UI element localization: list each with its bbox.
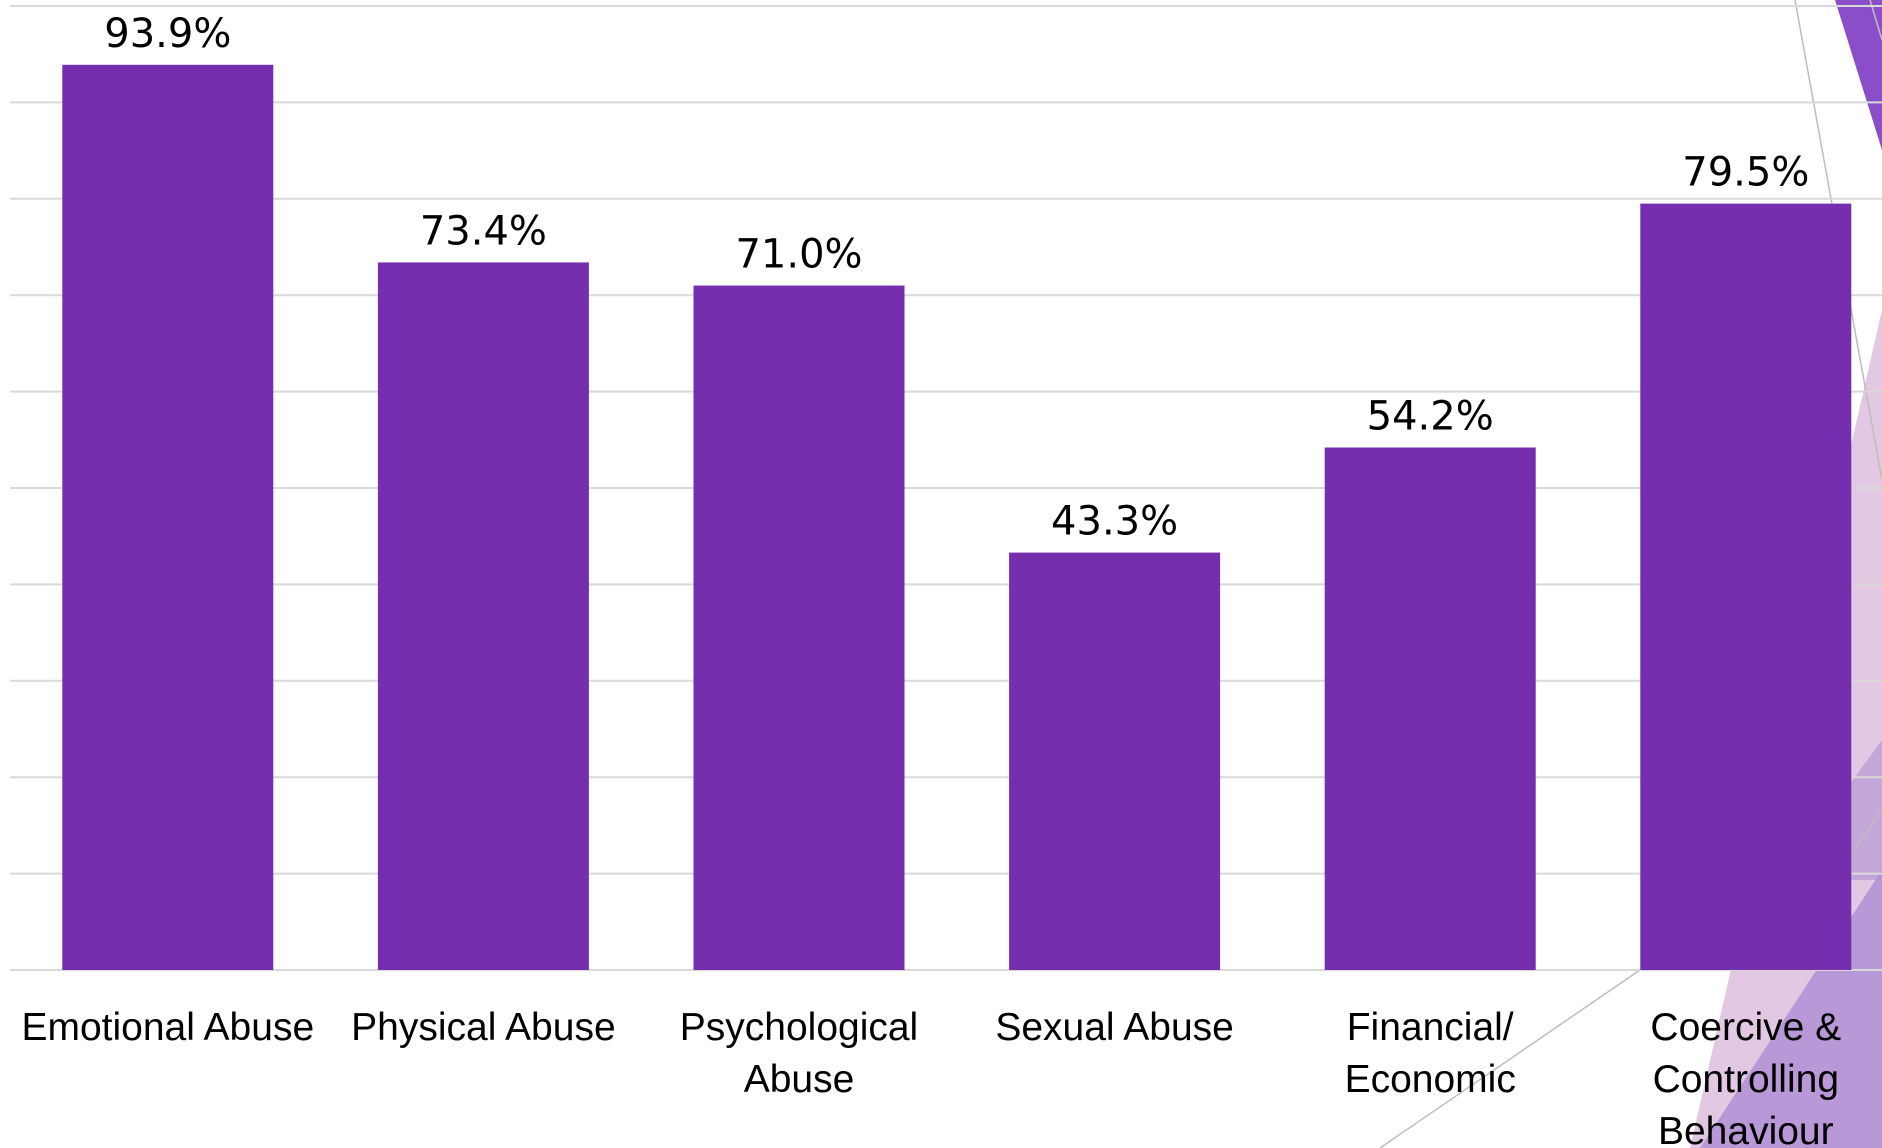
category-label: Sexual Abuse [995,1006,1234,1049]
gridlines [10,5,1882,971]
bar [1640,203,1852,970]
value-label: 79.5% [1682,150,1809,196]
value-label: 93.9% [104,11,231,57]
category-label-line: Financial/ [1347,1006,1514,1049]
decor-triangle-top [1835,0,1882,150]
category-label-line: Behaviour [1658,1110,1834,1148]
decor-line-3 [1379,969,1641,1148]
value-label: 73.4% [420,208,547,254]
value-label: 54.2% [1367,394,1494,440]
category-label: Psychological Abuse [680,1006,918,1101]
value-label: 43.3% [1051,499,1178,545]
bar [62,64,274,970]
category-label-line: Psychological [680,1006,918,1049]
category-label-line: Physical Abuse [351,1006,616,1049]
category-label-line: Abuse [744,1058,855,1101]
category-label-line: Emotional Abuse [21,1006,314,1049]
value-label: 71.0% [735,232,862,278]
category-label-line: Coercive & [1650,1006,1841,1049]
category-label-line: Economic [1345,1058,1516,1101]
category-labels: Emotional Abuse Physical Abuse Psychologic… [21,1006,1841,1148]
category-label-line: Controlling [1653,1058,1839,1101]
bars [62,64,1852,971]
category-label: Financial/Economic [1345,1006,1516,1101]
bar [1324,447,1536,971]
bar [1009,552,1221,970]
category-label: Emotional Abuse [21,1006,314,1049]
bar [693,285,905,970]
category-label: Coercive & Controlling Behaviour [1650,1006,1841,1148]
category-label-line: Sexual Abuse [995,1006,1234,1049]
bar [377,262,589,970]
category-label: Physical Abuse [351,1006,616,1049]
value-labels: 93.9% 73.4% 71.0% 43.3% 54.2% 79.5% [104,11,1809,545]
